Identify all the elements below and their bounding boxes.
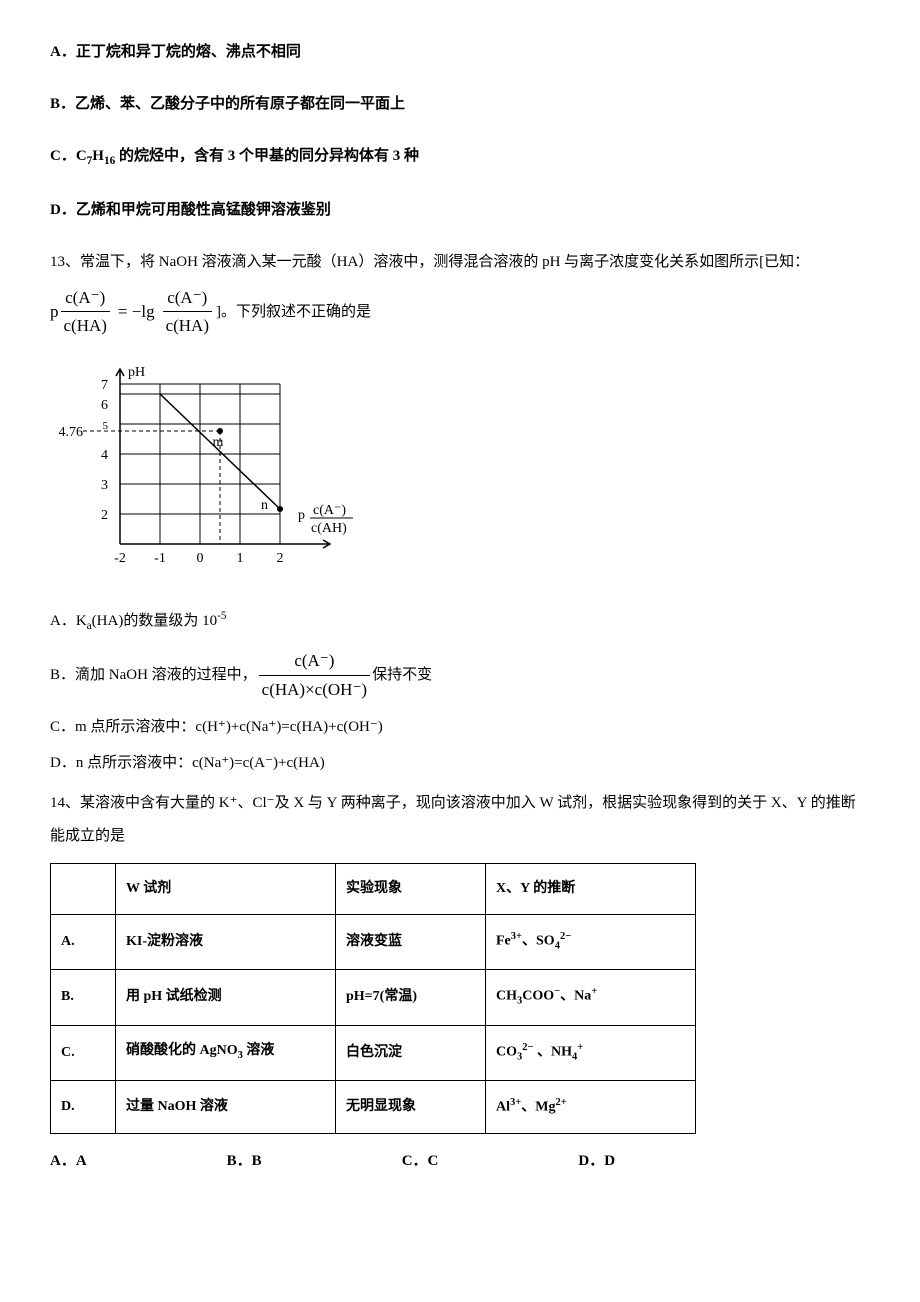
cell-c1: 硝酸酸化的 AgNO3 溶液 <box>116 1025 336 1080</box>
cell-b3: CH3COO−、Na+ <box>486 970 696 1025</box>
th-1: W 试剂 <box>116 863 336 914</box>
svg-text:0: 0 <box>197 551 204 566</box>
table-row: C. 硝酸酸化的 AgNO3 溶液 白色沉淀 CO32− 、NH4+ <box>51 1025 696 1080</box>
svg-text:pH: pH <box>128 365 145 380</box>
eq-frac2: c(A⁻) c(HA) <box>163 284 212 339</box>
ans-d: D．D <box>578 1149 615 1173</box>
svg-text:5: 5 <box>103 420 109 432</box>
th-0 <box>51 863 116 914</box>
eq-op: = −lg <box>118 298 155 325</box>
cell-d3: Al3+、Mg2+ <box>486 1080 696 1133</box>
cell-c0: C. <box>51 1025 116 1080</box>
th-2: 实验现象 <box>336 863 486 914</box>
q14-table: W 试剂 实验现象 X、Y 的推断 A. KI-淀粉溶液 溶液变蓝 Fe3+、S… <box>50 863 696 1134</box>
cell-c3: CO32− 、NH4+ <box>486 1025 696 1080</box>
chart-svg: 2 3 4 4.76 5 6 7 pH -2 -1 0 1 2 m n p <box>50 354 380 579</box>
q12c-mid: H <box>92 148 104 164</box>
q13-opt-d: D．n 点所示溶液中：c(Na⁺)=c(A⁻)+c(HA) <box>50 751 870 775</box>
q13-equation: p c(A⁻) c(HA) = −lg c(A⁻) c(HA) ]。下列叙述不正… <box>50 284 870 339</box>
svg-text:c(AH): c(AH) <box>311 521 347 536</box>
cell-b0: B. <box>51 970 116 1025</box>
svg-text:6: 6 <box>101 398 108 413</box>
svg-text:-1: -1 <box>154 551 166 566</box>
ans-c: C．C <box>402 1149 439 1173</box>
q13-intro-text: 13、常温下，将 NaOH 溶液滴入某一元酸（HA）溶液中，测得混合溶液的 pH… <box>50 254 809 270</box>
svg-text:3: 3 <box>101 478 108 493</box>
cell-a1: KI-淀粉溶液 <box>116 915 336 970</box>
cell-a0: A. <box>51 915 116 970</box>
q12c-sub2: 16 <box>104 155 115 167</box>
svg-text:m: m <box>213 435 224 450</box>
q12-opt-b: B．乙烯、苯、乙酸分子中的所有原子都在同一平面上 <box>50 92 870 116</box>
svg-text:4.76: 4.76 <box>59 425 84 440</box>
eq-frac2-num: c(A⁻) <box>164 284 210 311</box>
q13a-pre: A．K <box>50 613 87 629</box>
svg-text:4: 4 <box>101 448 108 463</box>
svg-text:7: 7 <box>101 378 108 393</box>
th-3: X、Y 的推断 <box>486 863 696 914</box>
q12c-pre: C．C <box>50 148 87 164</box>
table-row: A. KI-淀粉溶液 溶液变蓝 Fe3+、SO42− <box>51 915 696 970</box>
q13-opt-c: C．m 点所示溶液中：c(H⁺)+c(Na⁺)=c(HA)+c(OH⁻) <box>50 715 870 739</box>
q12c-post: 的烷烃中，含有 3 个甲基的同分异构体有 3 种 <box>115 148 419 164</box>
cell-b2: pH=7(常温) <box>336 970 486 1025</box>
cell-d1: 过量 NaOH 溶液 <box>116 1080 336 1133</box>
q13-chart: 2 3 4 4.76 5 6 7 pH -2 -1 0 1 2 m n p <box>50 354 870 587</box>
q12-opt-d: D．乙烯和甲烷可用酸性高锰酸钾溶液鉴别 <box>50 198 870 222</box>
q12-opt-c: C．C7H16 的烷烃中，含有 3 个甲基的同分异构体有 3 种 <box>50 144 870 170</box>
svg-text:p: p <box>298 508 305 523</box>
eq-frac1-num: c(A⁻) <box>62 284 108 311</box>
q13b-post: 保持不变 <box>372 663 432 687</box>
q13b-num: c(A⁻) <box>291 647 337 674</box>
cell-a2: 溶液变蓝 <box>336 915 486 970</box>
q13b-frac: c(A⁻) c(HA)×c(OH⁻) <box>259 647 370 702</box>
cell-a3: Fe3+、SO42− <box>486 915 696 970</box>
q13a-mid: (HA)的数量级为 10 <box>92 613 217 629</box>
eq-tail: ]。下列叙述不正确的是 <box>216 300 371 324</box>
q14-answer-row: A．A B．B C．C D．D <box>50 1149 870 1173</box>
svg-text:c(A⁻): c(A⁻) <box>313 503 346 518</box>
eq-p1: p <box>50 298 59 325</box>
cell-d2: 无明显现象 <box>336 1080 486 1133</box>
ans-a: A．A <box>50 1149 87 1173</box>
svg-text:2: 2 <box>101 508 108 523</box>
svg-text:2: 2 <box>277 551 284 566</box>
q13a-sup: -5 <box>217 610 226 622</box>
svg-text:-2: -2 <box>114 551 126 566</box>
eq-frac1: c(A⁻) c(HA) <box>61 284 110 339</box>
cell-d0: D. <box>51 1080 116 1133</box>
eq-frac2-den: c(HA) <box>163 311 212 339</box>
svg-text:1: 1 <box>237 551 244 566</box>
ans-b: B．B <box>227 1149 262 1173</box>
q14-intro: 14、某溶液中含有大量的 K⁺、Cl⁻及 X 与 Y 两种离子，现向该溶液中加入… <box>50 787 870 853</box>
q13b-pre: B．滴加 NaOH 溶液的过程中， <box>50 663 257 687</box>
table-row: D. 过量 NaOH 溶液 无明显现象 Al3+、Mg2+ <box>51 1080 696 1133</box>
q13-opt-a: A．Ka(HA)的数量级为 10-5 <box>50 607 870 635</box>
q13-intro: 13、常温下，将 NaOH 溶液滴入某一元酸（HA）溶液中，测得混合溶液的 pH… <box>50 250 870 274</box>
svg-text:n: n <box>261 498 268 513</box>
table-header-row: W 试剂 实验现象 X、Y 的推断 <box>51 863 696 914</box>
q13b-den: c(HA)×c(OH⁻) <box>259 675 370 703</box>
table-row: B. 用 pH 试纸检测 pH=7(常温) CH3COO−、Na+ <box>51 970 696 1025</box>
cell-b1: 用 pH 试纸检测 <box>116 970 336 1025</box>
cell-c2: 白色沉淀 <box>336 1025 486 1080</box>
eq-frac1-den: c(HA) <box>61 311 110 339</box>
q12-opt-a: A．正丁烷和异丁烷的熔、沸点不相同 <box>50 40 870 64</box>
q13-opt-b: B．滴加 NaOH 溶液的过程中， c(A⁻) c(HA)×c(OH⁻) 保持不… <box>50 647 870 702</box>
